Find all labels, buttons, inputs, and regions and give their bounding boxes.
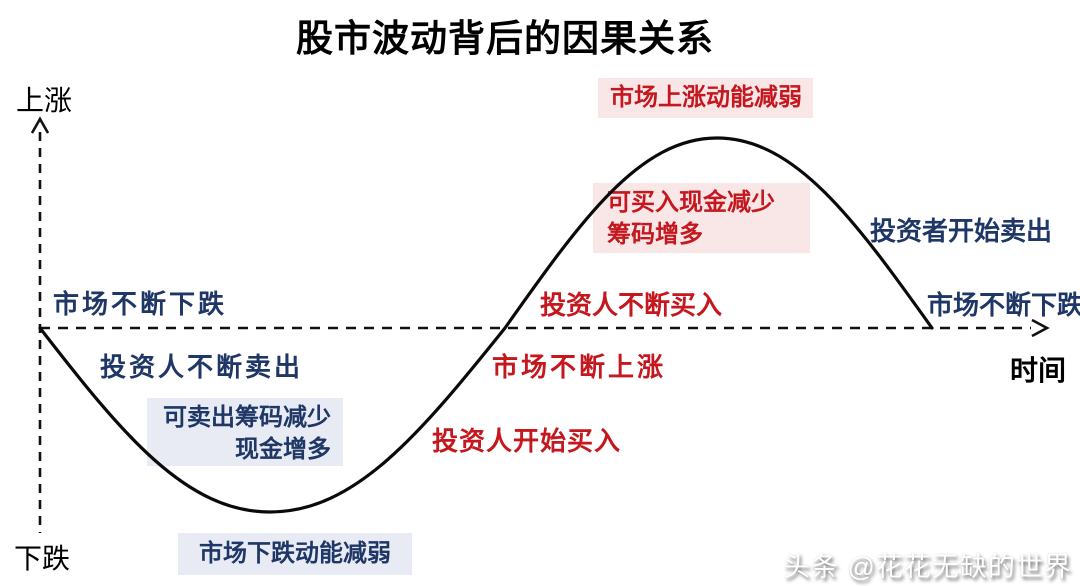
annotation-market-falling-left: 市场不断下跌 — [53, 289, 228, 319]
callout-sell-chips-line2: 现金增多 — [235, 436, 331, 463]
callout-fall-momentum-box: 市场下跌动能减弱 — [178, 533, 412, 575]
x-axis-label-time: 时间 — [1010, 355, 1067, 386]
y-axis-label-down: 下跌 — [14, 543, 71, 574]
callout-buy-cash-line2: 筹码增多 — [607, 221, 703, 248]
annotation-market-rising: 市场不断上涨 — [492, 352, 667, 382]
watermark: 头条 @花花无缺的世界 — [783, 552, 1072, 582]
callout-buy-cash-box: 可买入现金减少 筹码增多 — [593, 183, 810, 253]
callout-fall-momentum-label: 市场下跌动能减弱 — [199, 540, 391, 567]
annotation-investors-buying: 投资人不断买入 — [540, 290, 723, 320]
callout-buy-cash-line1: 可买入现金减少 — [607, 189, 775, 216]
y-axis-arrow-icon — [30, 116, 50, 134]
callout-sell-chips-line1: 可卖出筹码减少 — [163, 404, 331, 431]
callout-rise-momentum-label: 市场上涨动能减弱 — [610, 84, 802, 111]
callout-rise-momentum-box: 市场上涨动能减弱 — [598, 78, 813, 118]
callout-sell-chips-box: 可卖出筹码减少 现金增多 — [147, 398, 343, 466]
annotation-market-falling-right: 市场不断下跌 — [927, 290, 1080, 320]
y-axis-label-up: 上涨 — [16, 85, 73, 116]
x-axis-arrow-icon — [1031, 318, 1050, 338]
annotation-investors-start-buying: 投资人开始买入 — [432, 426, 622, 456]
annotation-investors-selling: 投资人不断卖出 — [100, 352, 304, 382]
annotation-investors-start-selling: 投资者开始卖出 — [870, 216, 1053, 246]
page-title: 股市波动背后的因果关系 — [296, 18, 714, 59]
